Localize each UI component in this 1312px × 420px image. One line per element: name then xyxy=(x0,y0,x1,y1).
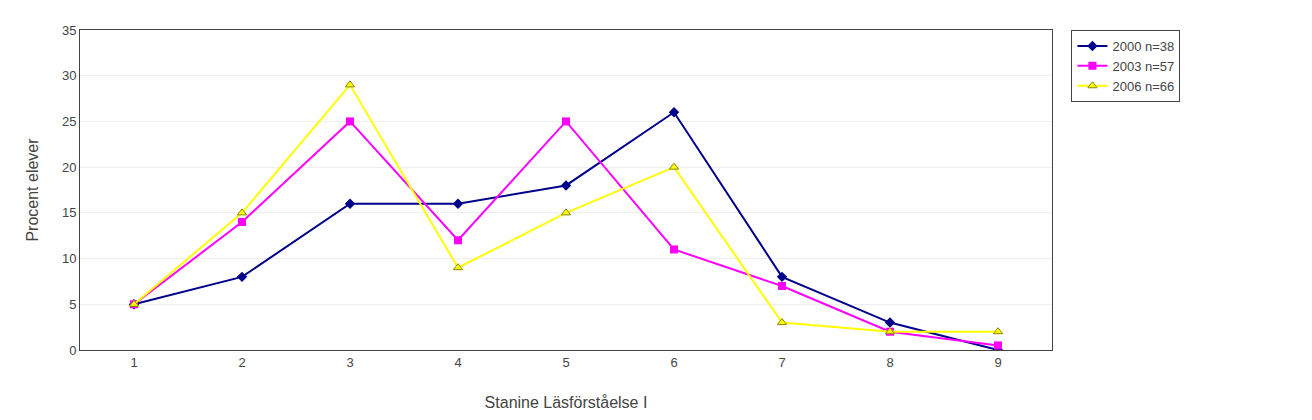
svg-text:Stanine Läsförståelse I: Stanine Läsförståelse I xyxy=(485,394,648,411)
svg-text:2006 n=66: 2006 n=66 xyxy=(1112,79,1174,94)
svg-text:6: 6 xyxy=(670,355,677,370)
svg-text:1: 1 xyxy=(130,355,137,370)
svg-text:9: 9 xyxy=(994,355,1001,370)
svg-text:3: 3 xyxy=(346,355,353,370)
svg-text:8: 8 xyxy=(886,355,893,370)
svg-text:4: 4 xyxy=(454,355,461,370)
svg-text:35: 35 xyxy=(62,23,76,38)
svg-text:15: 15 xyxy=(62,205,76,220)
svg-text:2003 n=57: 2003 n=57 xyxy=(1112,59,1174,74)
svg-text:20: 20 xyxy=(62,160,76,175)
svg-text:7: 7 xyxy=(778,355,785,370)
svg-text:2: 2 xyxy=(238,355,245,370)
svg-text:30: 30 xyxy=(62,68,76,83)
svg-text:25: 25 xyxy=(62,114,76,129)
svg-text:5: 5 xyxy=(69,297,76,312)
svg-text:10: 10 xyxy=(62,251,76,266)
svg-text:5: 5 xyxy=(562,355,569,370)
svg-text:2000 n=38: 2000 n=38 xyxy=(1112,39,1174,54)
svg-text:0: 0 xyxy=(69,343,76,358)
svg-text:Procent elever: Procent elever xyxy=(24,138,41,242)
